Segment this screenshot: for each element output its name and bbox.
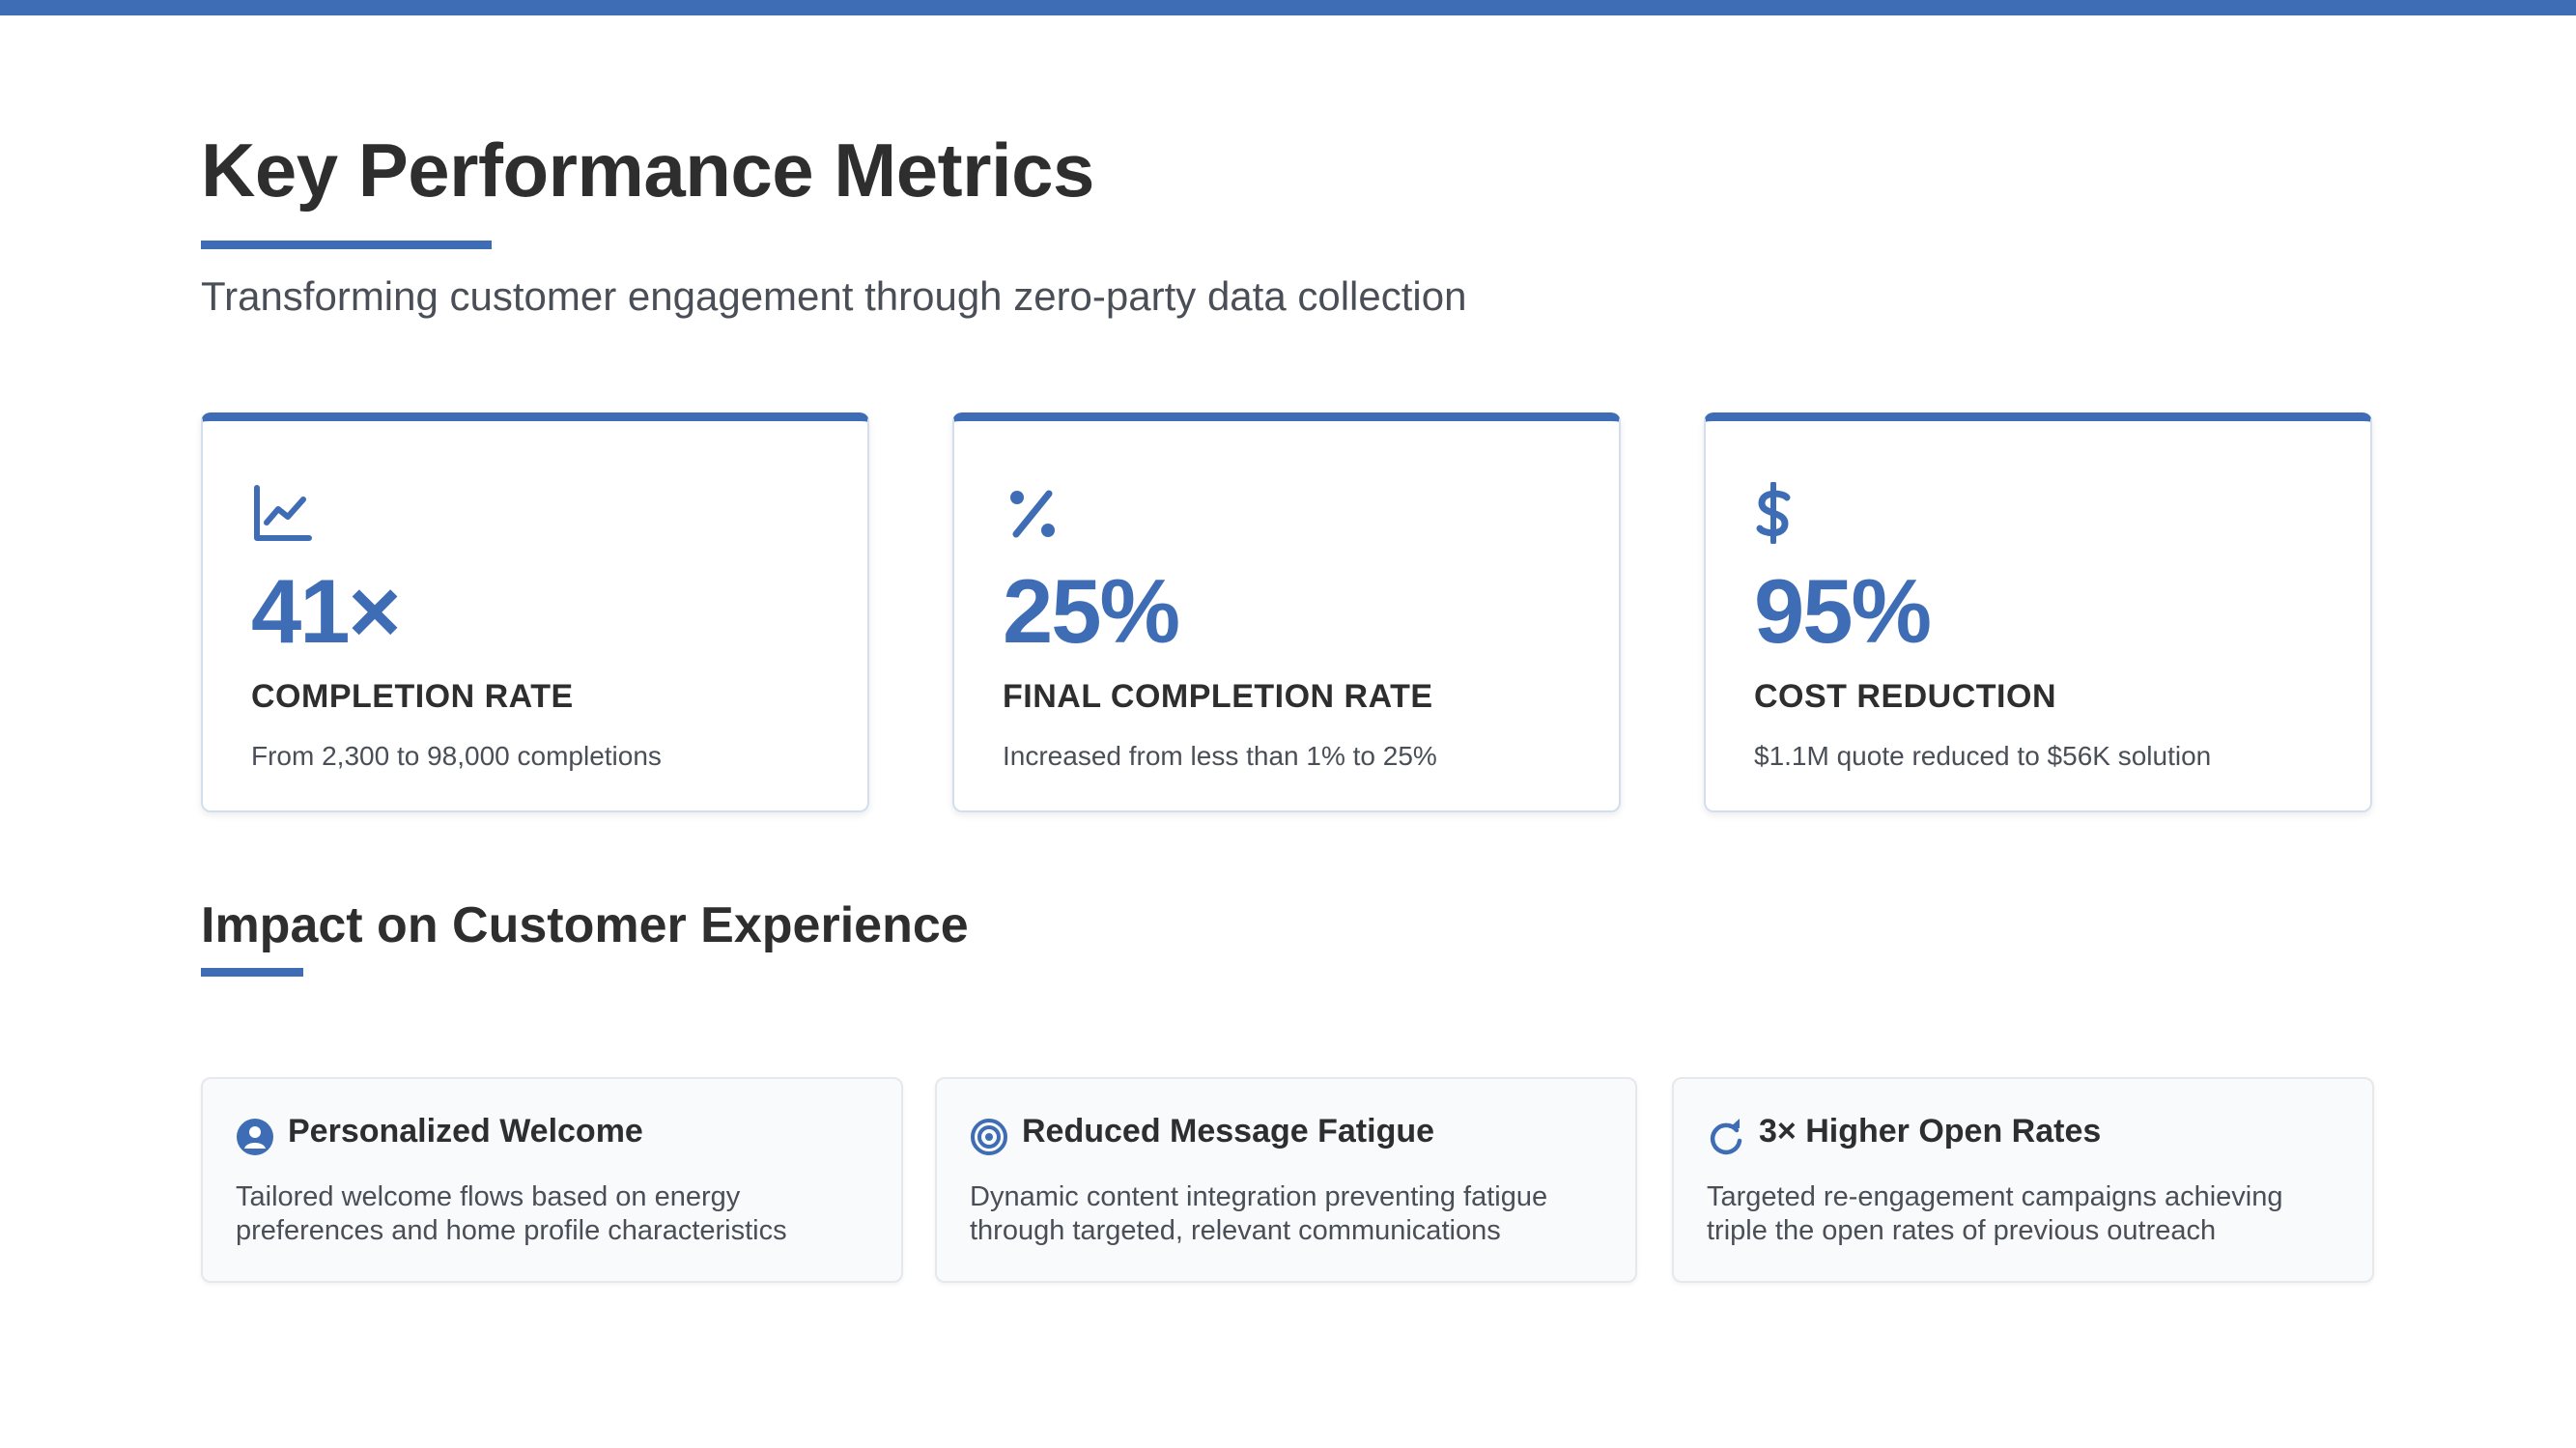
refresh-icon: [1707, 1118, 1745, 1156]
page-subtitle: Transforming customer engagement through…: [201, 273, 1467, 319]
metric-value: 95%: [1754, 560, 1932, 662]
impact-title: Personalized Welcome: [288, 1113, 643, 1150]
metric-card-final-completion-rate: 25% FINAL COMPLETION RATE Increased from…: [952, 412, 1621, 812]
bullseye-icon: [970, 1118, 1008, 1156]
title-underline: [201, 241, 492, 249]
percent-icon: [1003, 482, 1064, 544]
impact-card-reduced-message-fatigue: Reduced Message Fatigue Dynamic content …: [935, 1077, 1637, 1283]
section-title: Impact on Customer Experience: [201, 897, 969, 953]
top-accent-bar: [0, 0, 2576, 15]
metric-label: COST REDUCTION: [1754, 678, 2056, 715]
impact-title: 3× Higher Open Rates: [1759, 1113, 2102, 1150]
impact-card-personalized-welcome: Personalized Welcome Tailored welcome fl…: [201, 1077, 903, 1283]
metric-description: From 2,300 to 98,000 completions: [251, 741, 662, 771]
page-title: Key Performance Metrics: [201, 128, 1094, 213]
impact-card-higher-open-rates: 3× Higher Open Rates Targeted re-engagem…: [1672, 1077, 2374, 1283]
metric-card-completion-rate: 41× COMPLETION RATE From 2,300 to 98,000…: [201, 412, 869, 812]
metric-label: COMPLETION RATE: [251, 678, 574, 715]
metric-card-cost-reduction: 95% COST REDUCTION $1.1M quote reduced t…: [1704, 412, 2372, 812]
user-circle-icon: [236, 1118, 274, 1156]
chart-line-icon: [251, 482, 313, 544]
metric-value: 25%: [1003, 560, 1180, 662]
impact-description: Dynamic content integration preventing f…: [970, 1181, 1548, 1246]
dollar-icon: [1754, 481, 1816, 545]
impact-description: Targeted re-engagement campaigns achievi…: [1707, 1181, 2283, 1246]
metric-description: Increased from less than 1% to 25%: [1003, 741, 1437, 771]
impact-title: Reduced Message Fatigue: [1022, 1113, 1435, 1150]
metric-description: $1.1M quote reduced to $56K solution: [1754, 741, 2212, 771]
section-underline: [201, 968, 303, 977]
metric-value: 41×: [251, 560, 401, 662]
metric-label: FINAL COMPLETION RATE: [1003, 678, 1433, 715]
impact-description: Tailored welcome flows based on energy p…: [236, 1181, 787, 1246]
